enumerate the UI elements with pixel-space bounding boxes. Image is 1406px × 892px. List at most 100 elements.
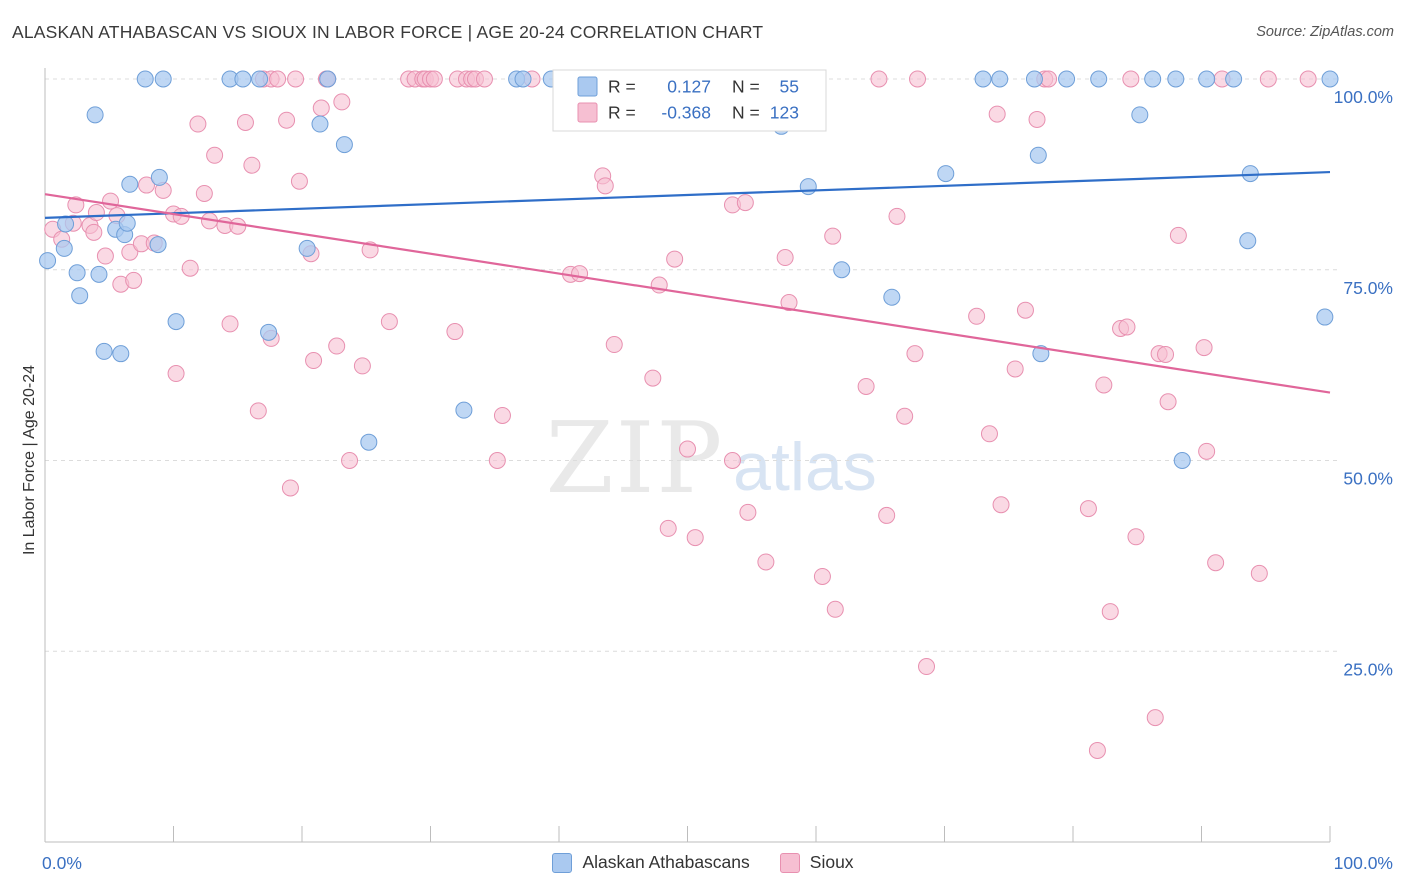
athabascan-point <box>1198 70 1216 88</box>
sioux-point <box>341 452 359 469</box>
sioux-point <box>1122 70 1140 88</box>
sioux-point <box>780 294 798 312</box>
sioux-point <box>736 194 754 212</box>
sioux-point <box>353 357 371 375</box>
sioux-point <box>679 440 696 458</box>
y-tick-label: 75.0% <box>1343 278 1393 298</box>
sioux-point <box>305 352 323 370</box>
sioux-point <box>67 196 85 214</box>
sioux-point <box>826 600 844 618</box>
trend-lines <box>44 170 1331 394</box>
sioux-point <box>195 184 213 202</box>
sioux-point <box>121 243 139 261</box>
athabascan-point <box>136 70 154 88</box>
sioux-point <box>328 337 346 355</box>
y-tick-label: 100.0% <box>1334 87 1393 107</box>
stats-legend: R = 0.127 N = 55 R = -0.368 N = 123 <box>552 69 827 132</box>
sioux-point <box>1198 442 1216 460</box>
athabascan-point <box>335 136 353 154</box>
athabascan-point <box>39 252 57 270</box>
sioux-point <box>888 207 906 225</box>
athabascan-trend-line <box>44 170 1331 219</box>
legend-swatch-sioux <box>779 852 800 873</box>
athabascan-point <box>234 70 252 88</box>
sioux-point <box>221 315 239 333</box>
sioux-point <box>488 452 506 469</box>
athabascan-point <box>112 345 130 363</box>
athabascan-point <box>1144 70 1162 88</box>
sioux-point <box>138 176 156 194</box>
athabascan-point <box>251 70 269 88</box>
sioux-point <box>824 227 842 245</box>
tick-labels: 25.0% 50.0% 75.0% 100.0% 0.0% 100.0% <box>42 87 1393 873</box>
sioux-point <box>380 313 398 331</box>
sioux-point <box>181 259 199 277</box>
legend-item-athabascans[interactable]: Alaskan Athabascans <box>552 852 750 873</box>
athabascan-point <box>1058 70 1076 88</box>
sioux-point <box>596 177 614 195</box>
sioux-point <box>605 336 623 354</box>
stats-legend-box <box>552 69 827 132</box>
athabascan-point <box>937 165 955 183</box>
sioux-point <box>1006 360 1024 378</box>
chart-title: ALASKAN ATHABASCAN VS SIOUX IN LABOR FOR… <box>12 22 764 42</box>
athabascan-point <box>455 401 473 419</box>
athabascan-point <box>974 70 992 88</box>
athabascan-point <box>71 287 89 305</box>
sioux-point <box>206 146 224 164</box>
sioux-point <box>290 172 308 190</box>
sioux-point <box>1016 301 1034 319</box>
sioux-point <box>757 553 775 571</box>
athabascan-point <box>1090 70 1108 88</box>
athabascan-point <box>319 70 337 88</box>
stats-legend-blue-n-label: N = <box>732 77 760 97</box>
athabascan-point <box>799 178 817 196</box>
athabascan-point <box>68 264 86 282</box>
athabascan-point <box>167 313 185 331</box>
sioux-point <box>229 217 247 235</box>
athabascan-point <box>260 323 278 341</box>
sioux-point <box>1118 318 1136 336</box>
sioux-point <box>644 369 662 387</box>
legend-label-sioux: Sioux <box>809 852 854 872</box>
sioux-point <box>857 377 875 395</box>
y-tick-label: 25.0% <box>1343 659 1393 679</box>
athabascan-point <box>55 239 73 257</box>
sioux-point <box>992 496 1010 514</box>
sioux-point <box>446 323 464 341</box>
sioux-point <box>1159 393 1177 411</box>
source-label: Source: ZipAtlas.com <box>1256 24 1394 40</box>
sioux-point <box>988 105 1006 123</box>
sioux-point <box>968 307 986 325</box>
athabascan-point <box>57 215 75 233</box>
athabascan-point <box>514 70 532 88</box>
athabascan-point <box>121 175 139 193</box>
athabascan-point <box>360 433 378 451</box>
legend-label-athabascans: Alaskan Athabascans <box>582 852 750 872</box>
athabascan-point <box>86 106 104 124</box>
athabascan-point <box>833 261 851 279</box>
athabascan-point <box>1029 146 1047 164</box>
watermark-zip: ZIP <box>546 402 725 516</box>
sioux-point <box>659 519 677 537</box>
sioux-point <box>333 93 351 111</box>
legend-swatch-athabascans <box>552 852 573 873</box>
sioux-point <box>896 407 914 425</box>
sioux-point <box>102 192 120 210</box>
athabascan-point <box>1316 308 1334 326</box>
sioux-point <box>1101 603 1119 621</box>
stats-legend-pink-r-value: -0.368 <box>661 103 711 123</box>
sioux-point <box>1088 741 1106 759</box>
athabascan-point <box>1131 106 1149 124</box>
sioux-point <box>723 452 741 469</box>
athabascan-point <box>1173 452 1191 469</box>
sioux-point <box>1157 345 1175 363</box>
sioux-point <box>739 503 757 521</box>
athabascan-point <box>991 70 1009 88</box>
legend-item-sioux[interactable]: Sioux <box>779 852 854 873</box>
x-tick-label-max: 100.0% <box>1334 853 1393 873</box>
sioux-point <box>475 70 493 88</box>
sioux-point <box>1146 709 1164 727</box>
athabascan-point <box>883 288 901 306</box>
